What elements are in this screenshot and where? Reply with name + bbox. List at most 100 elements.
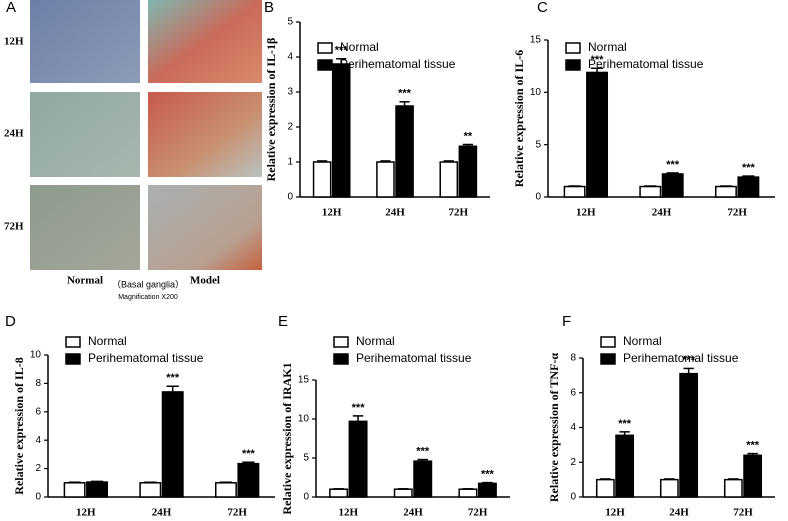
y-tick-label: 2 — [287, 122, 293, 133]
y-tick-label: 5 — [535, 139, 541, 150]
bar — [439, 161, 459, 198]
bar — [458, 145, 478, 198]
y-tick-label: 6 — [35, 406, 41, 417]
y-tick-label: 5 — [303, 453, 309, 464]
y-tick-label: 0 — [287, 192, 293, 203]
legend-label: Perihematomal tissue — [88, 351, 204, 365]
bar — [723, 478, 743, 498]
legend-swatch — [333, 336, 349, 348]
significance-label: *** — [352, 402, 366, 414]
panel-letter: B — [264, 0, 274, 16]
row-label: 12H — [4, 36, 24, 48]
x-tick-label: 12H — [339, 507, 359, 519]
panel-letter: D — [5, 313, 16, 330]
bar — [639, 185, 662, 198]
significance-label: *** — [742, 162, 756, 174]
bar — [563, 185, 586, 198]
bar — [477, 482, 497, 498]
panel-letter: F — [562, 313, 571, 330]
x-tick-label: 12H — [322, 207, 342, 219]
bar — [413, 460, 433, 498]
x-tick-label: 72H — [727, 207, 747, 219]
x-tick-label: 12H — [605, 507, 625, 519]
panel-a: A 12H 24H 72H Normal Model （Basal gangli… — [4, 0, 262, 301]
legend-label: Normal — [88, 334, 127, 348]
significance-label: *** — [416, 445, 430, 457]
legend-label: Perihematomal tissue — [356, 351, 472, 365]
micrograph — [30, 0, 140, 83]
bar — [237, 462, 260, 498]
row-label: 72H — [4, 221, 24, 233]
x-tick-label: 24H — [385, 207, 405, 219]
legend-label: Perihematomal tissue — [588, 57, 704, 71]
panel-letter: E — [278, 313, 288, 330]
x-tick-label: 72H — [227, 507, 247, 519]
y-tick-label: 0 — [535, 192, 541, 203]
legend-swatch — [317, 59, 333, 71]
micrograph — [30, 185, 140, 270]
y-tick-label: 15 — [530, 35, 542, 46]
column-label: Model — [190, 275, 220, 287]
bar — [393, 488, 413, 498]
y-axis-label: Relative expression of IL-8 — [12, 357, 26, 494]
y-tick-label: 4 — [570, 422, 576, 433]
row-label: 24H — [4, 128, 24, 140]
y-tick-label: 2 — [570, 457, 576, 468]
y-tick-label: 6 — [570, 387, 576, 398]
panel-letter: C — [537, 0, 548, 16]
significance-label: *** — [591, 54, 605, 66]
panel-letter: A — [6, 0, 16, 16]
significance-label: *** — [666, 159, 680, 171]
significance-label: *** — [618, 418, 632, 430]
y-tick-label: 15 — [298, 375, 310, 386]
bar — [329, 488, 349, 498]
y-tick-label: 4 — [35, 435, 41, 446]
y-tick-label: 2 — [35, 463, 41, 474]
y-tick-label: 8 — [570, 353, 576, 364]
legend-label: Normal — [340, 40, 379, 54]
bar — [312, 161, 332, 198]
x-tick-label: 24H — [152, 507, 172, 519]
x-tick-label: 12H — [576, 207, 596, 219]
legend-label: Normal — [588, 40, 627, 54]
bar — [595, 478, 615, 498]
x-tick-label: 12H — [76, 507, 96, 519]
significance-label: *** — [335, 45, 349, 57]
significance-label: *** — [481, 468, 495, 480]
bar — [63, 482, 86, 498]
significance-label: *** — [242, 448, 256, 460]
bar — [586, 71, 609, 198]
x-tick-label: 24H — [403, 507, 423, 519]
significance-label: *** — [746, 439, 760, 451]
x-tick-label: 24H — [669, 507, 689, 519]
significance-label: *** — [682, 354, 696, 366]
bar — [139, 482, 162, 498]
bar — [661, 173, 684, 198]
y-tick-label: 0 — [303, 492, 309, 503]
y-tick-label: 4 — [287, 52, 293, 63]
y-tick-label: 0 — [570, 492, 576, 503]
y-tick-label: 10 — [298, 414, 310, 425]
micrograph — [148, 0, 262, 83]
bar — [743, 454, 763, 498]
bar — [161, 391, 184, 498]
bar — [659, 478, 679, 498]
bar — [679, 372, 699, 498]
y-tick-label: 8 — [35, 378, 41, 389]
bar — [348, 420, 368, 498]
legend-swatch — [565, 59, 581, 71]
y-tick-label: 10 — [30, 350, 42, 361]
y-axis-label: Relative expression of IRAK1 — [280, 362, 294, 514]
legend-label: Normal — [356, 334, 395, 348]
x-tick-label: 72H — [468, 507, 488, 519]
micrograph — [30, 92, 140, 177]
bar — [395, 105, 414, 198]
region-label: （Basal ganglia） — [112, 279, 184, 289]
legend-swatch — [65, 336, 81, 348]
legend-label: Normal — [623, 334, 662, 348]
bar — [714, 185, 737, 198]
bar — [214, 482, 237, 498]
bar — [458, 488, 478, 498]
bar — [86, 481, 109, 498]
column-label: Normal — [67, 275, 103, 287]
